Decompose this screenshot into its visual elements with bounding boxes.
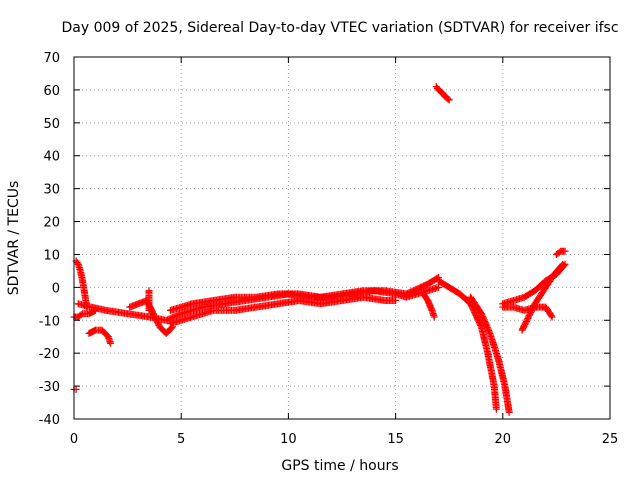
plot-frame [73, 56, 611, 420]
series-dive-a [435, 277, 500, 413]
marker-trace [72, 257, 91, 311]
y-tick-label: 0 [52, 281, 60, 296]
y-tick-label: 70 [43, 51, 60, 66]
series-early-low [85, 326, 114, 347]
y-tick-label: 50 [43, 117, 60, 132]
marker-trace [167, 293, 400, 328]
marker-trace [145, 287, 153, 314]
x-tick-label: 0 [70, 432, 78, 447]
marker-trace [467, 293, 513, 416]
y-tick-label: 60 [43, 84, 60, 99]
x-tick-label: 5 [177, 432, 185, 447]
grid [74, 57, 610, 419]
y-tick-label: 40 [43, 150, 60, 165]
y-tick-label: 30 [43, 183, 60, 198]
series-dip-16.5 [420, 290, 438, 321]
marker-trace [420, 290, 438, 321]
marker-trace [499, 303, 556, 321]
marker-trace [552, 247, 569, 258]
marker-trace [435, 277, 500, 413]
chart-title: Day 009 of 2025, Sidereal Day-to-day VTE… [61, 20, 618, 36]
series-upper-band [167, 274, 442, 314]
y-tick-label: -10 [39, 314, 60, 329]
y-tick-label: -40 [39, 413, 60, 428]
x-tick-label: 15 [387, 432, 404, 447]
series-outlier-single [70, 385, 80, 393]
series-late-top [552, 247, 569, 258]
marker-trace [70, 385, 80, 393]
series-high-arc [432, 83, 453, 104]
marker-trace [85, 326, 114, 347]
x-tick-label: 25 [602, 432, 619, 447]
x-axis-title: GPS time / hours [281, 458, 398, 474]
y-tick-label: 20 [43, 216, 60, 231]
ticks [73, 56, 611, 420]
x-tick-labels: 0 5 10 15 20 25 [70, 432, 618, 447]
series-lower-band [167, 293, 400, 328]
y-axis-title: SDTVAR / TECUs [6, 181, 22, 296]
series-late-low [499, 303, 556, 321]
y-tick-label: -20 [39, 347, 60, 362]
marker-trace [167, 274, 442, 314]
y-tick-label: 10 [43, 248, 60, 263]
x-tick-label: 10 [280, 432, 297, 447]
series-spike-3.5 [145, 287, 153, 314]
x-tick-label: 20 [495, 432, 512, 447]
data-points [70, 83, 569, 416]
series-early-drop [72, 257, 91, 311]
marker-trace [432, 83, 453, 104]
series-dive-b [467, 293, 513, 416]
y-tick-label: -30 [39, 380, 60, 395]
y-tick-labels: -40 -30 -20 -10 0 10 20 30 40 50 60 70 [39, 51, 60, 428]
